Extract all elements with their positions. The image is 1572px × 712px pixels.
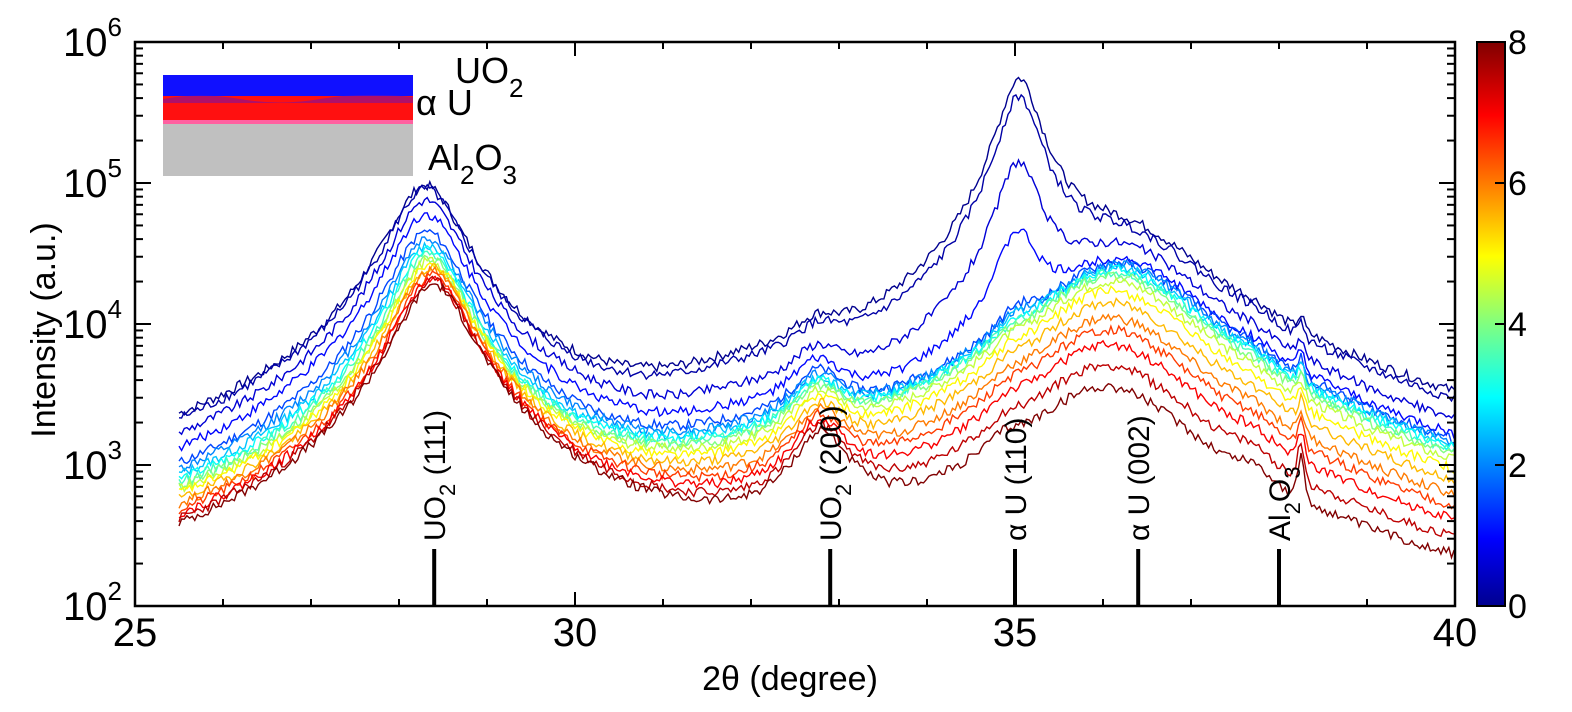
colorbar-tick-label: 8	[1508, 24, 1527, 62]
series-line	[178, 228, 1455, 465]
peak-label: α U (002)	[1123, 415, 1156, 541]
x-axis: 25 30 35 40	[113, 42, 1478, 655]
series-line	[178, 254, 1455, 491]
x-tick-label: 35	[993, 611, 1038, 655]
series-line	[178, 236, 1455, 473]
layer-inset: UO2 α U Al2O3	[163, 50, 523, 190]
series-line	[178, 93, 1455, 419]
peak-label: UO2 (111)	[419, 410, 460, 541]
series-line	[178, 212, 1455, 452]
series-line	[178, 262, 1455, 493]
inset-label-al2o3: Al2O3	[428, 137, 517, 190]
series-line	[178, 245, 1455, 482]
peak-label: UO2 (200)	[815, 405, 856, 541]
y-axis: 102 103 104 105 106	[63, 12, 1455, 629]
inset-label-alpha-u: α U	[416, 82, 473, 123]
y-axis-title: Intensity (a.u.)	[25, 222, 63, 437]
inset-layer-al2o3	[163, 124, 413, 176]
y-tick-label: 103	[63, 435, 122, 488]
peak-label: Al2O3	[1264, 466, 1305, 541]
series-line	[178, 255, 1455, 494]
colorbar: 0 2 4 6 8	[1476, 24, 1527, 626]
x-tick-label: 40	[1433, 611, 1478, 655]
x-tick-label: 30	[553, 611, 598, 655]
y-tick-label: 102	[63, 576, 122, 629]
peak-label: α U (110)	[1000, 418, 1033, 542]
inset-interface-line	[163, 120, 413, 124]
inset-interface	[163, 94, 413, 103]
series-lines	[178, 76, 1455, 561]
colorbar-ticks: 0 2 4 6 8	[1495, 24, 1527, 626]
x-axis-title: 2θ (degree)	[702, 660, 878, 698]
colorbar-tick-label: 0	[1508, 588, 1527, 626]
colorbar-tick-label: 4	[1508, 306, 1527, 344]
series-line	[178, 282, 1455, 561]
y-tick-label: 106	[63, 12, 122, 65]
series-line	[178, 275, 1455, 521]
y-tick-label: 104	[63, 294, 122, 347]
series-line	[178, 158, 1455, 436]
peak-markers: UO2 (111) UO2 (200) α U (110) α U (002) Al2O…	[419, 405, 1305, 606]
colorbar-tick-label: 6	[1508, 165, 1527, 203]
colorbar-tick-label: 2	[1508, 447, 1527, 485]
series-line	[178, 265, 1455, 509]
inset-label-uo2: UO2	[455, 50, 523, 103]
x-tick-label: 25	[113, 611, 158, 655]
y-tick-label: 105	[63, 153, 122, 206]
